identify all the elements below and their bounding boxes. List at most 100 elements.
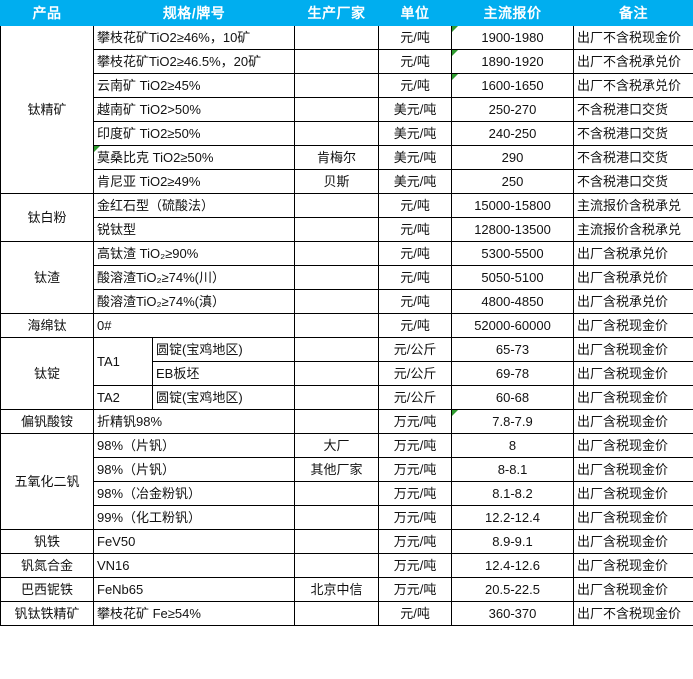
cell-spec: 高钛渣 TiO₂≥90% (92, 241, 296, 266)
cell-manufacturer: 北京中信 (294, 577, 380, 602)
cell-unit: 元/吨 (378, 49, 453, 74)
cell-manufacturer (294, 481, 380, 506)
cell-price: 69-78 (451, 361, 575, 386)
table-body: 钛精矿 攀枝花矿TiO2≥46%，10矿 元/吨 1900-1980 出厂不含税现金价攀… (0, 25, 693, 626)
cell-note: 不含税港口交货 (573, 145, 693, 170)
cell-note: 出厂不含税承兑价 (573, 73, 693, 98)
cell-note: 出厂不含税现金价 (573, 601, 693, 626)
cell-spec: 98%（片钒） (92, 433, 296, 458)
cell-unit: 元/吨 (378, 313, 453, 338)
cell-unit: 美元/吨 (378, 145, 453, 170)
cell-spec: 攀枝花矿TiO2≥46.5%，20矿 (92, 49, 296, 74)
cell-unit: 元/吨 (378, 601, 453, 626)
cell-manufacturer (294, 409, 380, 434)
cell-price: 12800-13500 (451, 217, 575, 242)
col-header-product: 产品 (0, 0, 94, 26)
cell-unit: 元/公斤 (378, 385, 453, 410)
cell-product: 钛白粉 (0, 193, 94, 242)
cell-note: 出厂含税承兑价 (573, 265, 693, 290)
cell-unit: 万元/吨 (378, 553, 453, 578)
cell-note: 主流报价含税承兑 (573, 193, 693, 218)
cell-unit: 万元/吨 (378, 433, 453, 458)
cell-manufacturer: 大厂 (294, 433, 380, 458)
cell-unit: 万元/吨 (378, 505, 453, 530)
cell-note: 不含税港口交货 (573, 169, 693, 194)
cell-spec: 酸溶渣TiO₂≥74%(川） (92, 265, 296, 290)
cell-product: 钛渣 (0, 241, 94, 314)
cell-unit: 万元/吨 (378, 457, 453, 482)
table-row: 巴西铌铁 FeNb65 北京中信 万元/吨 20.5-22.5 出厂含税现金价 (0, 577, 693, 602)
cell-unit: 美元/吨 (378, 121, 453, 146)
cell-product: 钛精矿 (0, 25, 94, 194)
table-row: 攀枝花矿TiO2≥46.5%，20矿 元/吨 1890-1920 出厂不含税承兑价 (1, 49, 693, 74)
table-row: 肯尼亚 TiO2≥49% 贝斯 美元/吨 250 不含税港口交货 (1, 169, 693, 194)
col-header-manufacturer: 生产厂家 (294, 0, 380, 26)
cell-spec: FeV50 (92, 529, 296, 554)
cell-manufacturer (294, 49, 380, 74)
cell-price: 7.8-7.9 (451, 409, 575, 434)
cell-unit: 元/吨 (378, 73, 453, 98)
table-row: 钛白粉 金红石型（硫酸法） 元/吨 15000-15800 主流报价含税承兑 (0, 193, 693, 242)
col-header-price: 主流报价 (451, 0, 575, 26)
cell-spec: 酸溶渣TiO₂≥74%(滇） (92, 289, 296, 314)
cell-price: 20.5-22.5 (451, 577, 575, 602)
cell-unit: 元/吨 (378, 193, 453, 218)
cell-unit: 元/吨 (378, 265, 453, 290)
cell-price: 1600-1650 (451, 73, 575, 98)
cell-price: 240-250 (451, 121, 575, 146)
cell-manufacturer: 其他厂家 (294, 457, 380, 482)
cell-spec: 锐钛型 (92, 217, 296, 242)
cell-price: 290 (451, 145, 575, 170)
table-row: 锐钛型 元/吨 12800-13500 主流报价含税承兑 (1, 217, 693, 242)
cell-note: 出厂含税现金价 (573, 409, 693, 434)
cell-note: 出厂含税现金价 (573, 481, 693, 506)
cell-price: 60-68 (451, 385, 575, 410)
cell-note: 出厂含税承兑价 (573, 289, 693, 314)
table-row: 99%（化工粉钒） 万元/吨 12.2-12.4 出厂含税现金价 (1, 505, 693, 530)
cell-manufacturer (294, 73, 380, 98)
cell-spec: 98%（冶金粉钒） (92, 481, 296, 506)
cell-note: 出厂含税现金价 (573, 385, 693, 410)
cell-price: 8.1-8.2 (451, 481, 575, 506)
cell-manufacturer (294, 265, 380, 290)
table-row: 海绵钛 0# 元/吨 52000-60000 出厂含税现金价 (0, 313, 693, 338)
cell-manufacturer (294, 313, 380, 338)
cell-unit: 万元/吨 (378, 529, 453, 554)
cell-product: 海绵钛 (0, 313, 94, 338)
cell-grade: TA1 (93, 337, 153, 386)
cell-price: 8.9-9.1 (451, 529, 575, 554)
table-row: 钒钛铁精矿 攀枝花矿 Fe≥54% 元/吨 360-370 出厂不含税现金价 (0, 601, 693, 626)
cell-unit: 万元/吨 (378, 409, 453, 434)
cell-price: 4800-4850 (451, 289, 575, 314)
cell-manufacturer (294, 217, 380, 242)
cell-spec: 攀枝花矿 Fe≥54% (92, 601, 296, 626)
table-row: 钒氮合金 VN16 万元/吨 12.4-12.6 出厂含税现金价 (0, 553, 693, 578)
cell-note: 出厂不含税承兑价 (573, 49, 693, 74)
table-row: 钒铁 FeV50 万元/吨 8.9-9.1 出厂含税现金价 (0, 529, 693, 554)
table-row: TA2 圆锭(宝鸡地区) 元/公斤 60-68 出厂含税现金价 (1, 385, 693, 410)
table-row: 98%（片钒） 其他厂家 万元/吨 8-8.1 出厂含税现金价 (1, 457, 693, 482)
cell-manufacturer (294, 553, 380, 578)
cell-spec: 越南矿 TiO2>50% (92, 97, 296, 122)
cell-manufacturer (294, 241, 380, 266)
cell-price: 360-370 (451, 601, 575, 626)
cell-price: 52000-60000 (451, 313, 575, 338)
table-row: 越南矿 TiO2>50% 美元/吨 250-270 不含税港口交货 (1, 97, 693, 122)
cell-manufacturer (294, 361, 380, 386)
cell-price: 1890-1920 (451, 49, 575, 74)
cell-note: 出厂含税现金价 (573, 553, 693, 578)
table-row: 偏钒酸铵 折精钒98% 万元/吨 7.8-7.9 出厂含税现金价 (0, 409, 693, 434)
cell-unit: 元/吨 (378, 25, 453, 50)
header-row: 产品 规格/牌号 生产厂家 单位 主流报价 备注 (0, 0, 693, 26)
cell-price: 1900-1980 (451, 25, 575, 50)
cell-manufacturer: 贝斯 (294, 169, 380, 194)
cell-note: 不含税港口交货 (573, 121, 693, 146)
cell-product: 钒氮合金 (0, 553, 94, 578)
cell-product: 钒钛铁精矿 (0, 601, 94, 626)
cell-price: 8 (451, 433, 575, 458)
cell-spec: 云南矿 TiO2≥45% (92, 73, 296, 98)
cell-unit: 元/公斤 (378, 361, 453, 386)
cell-spec: FeNb65 (92, 577, 296, 602)
cell-note: 出厂含税现金价 (573, 505, 693, 530)
table-row: 钛渣 高钛渣 TiO₂≥90% 元/吨 5300-5500 出厂含税承兑价 (0, 241, 693, 314)
